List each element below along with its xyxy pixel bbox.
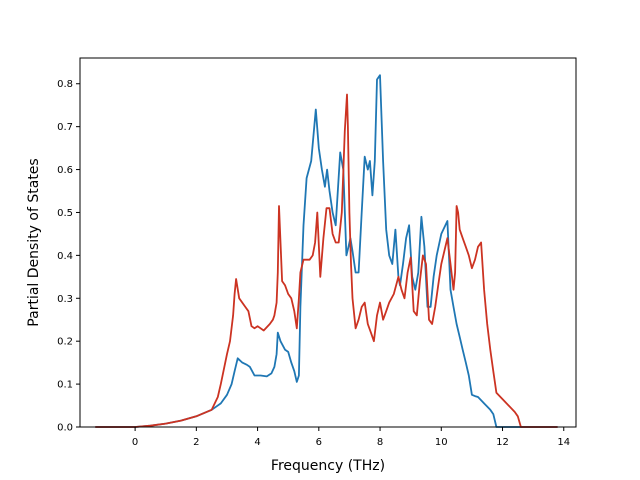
plot-frame (79, 57, 577, 428)
x-tick-label: 6 (316, 437, 322, 448)
x-tick-label: 2 (193, 437, 199, 448)
y-axis-ticks: 0.0 0.1 0.2 0.3 0.4 0.5 0.6 0.7 0.8 (57, 79, 80, 434)
y-tick-label: 0.8 (57, 79, 73, 90)
x-tick-label: 4 (254, 437, 260, 448)
y-tick-label: 0.5 (57, 208, 73, 219)
x-tick-label: 12 (496, 437, 509, 448)
series-lines (95, 74, 558, 428)
series-line-2 (95, 93, 558, 428)
y-tick-label: 0.4 (57, 251, 73, 262)
x-tick-label: 14 (557, 437, 570, 448)
y-tick-label: 0.1 (57, 380, 73, 391)
y-tick-label: 0.2 (57, 337, 73, 348)
x-axis-ticks: 0 2 4 6 8 10 12 14 (132, 427, 570, 448)
y-tick-label: 0.7 (57, 122, 73, 133)
x-axis-label: Frequency (THz) (271, 458, 385, 474)
x-tick-label: 10 (435, 437, 448, 448)
x-tick-label: 0 (132, 437, 138, 448)
y-tick-label: 0.0 (57, 423, 73, 434)
x-tick-label: 8 (377, 437, 383, 448)
y-tick-label: 0.3 (57, 294, 73, 305)
y-tick-label: 0.6 (57, 165, 73, 176)
y-axis-label: Partial Density of States (26, 158, 42, 326)
series-line-1 (95, 74, 558, 428)
